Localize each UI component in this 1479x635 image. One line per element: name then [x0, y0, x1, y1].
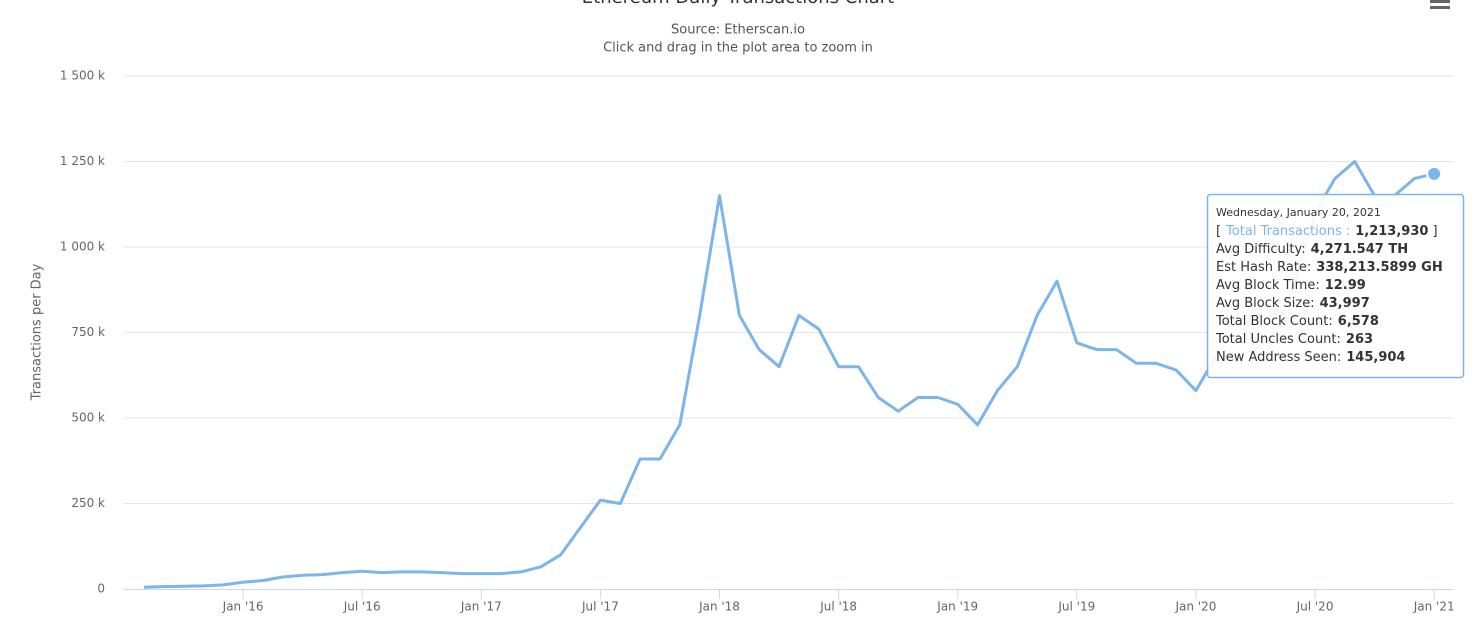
x-tick-label: Jan '16	[222, 600, 264, 614]
tooltip-row: Est Hash Rate: 338,213.5899 GH	[1216, 260, 1443, 275]
tooltip-row: New Address Seen: 145,904	[1216, 350, 1405, 365]
x-tick-label: Jan '17	[460, 600, 502, 614]
tooltip-value: 4,271.547 TH	[1311, 242, 1408, 257]
tooltip-row: Avg Block Size: 43,997	[1216, 296, 1370, 311]
y-tick-label: 1 500 k	[60, 69, 105, 83]
tooltip-value: 43,997	[1320, 296, 1370, 311]
chart-subtitle: Click and drag in the plot area to zoom …	[603, 41, 873, 56]
tooltip-box	[1206, 193, 1465, 379]
y-tick-label: 1 000 k	[60, 240, 105, 254]
tooltip-value: 263	[1346, 332, 1373, 347]
x-tick-label: Jul '17	[581, 600, 619, 614]
tooltip-value: 6,578	[1338, 314, 1379, 329]
chart-title: Ethereum Daily Transactions Chart	[582, 0, 894, 8]
tooltip-label: Total Block Count:	[1215, 314, 1333, 329]
tooltip: Wednesday, January 20, 2021 [ Total Transa…	[1206, 193, 1465, 379]
tooltip-value: 12.99	[1325, 278, 1366, 293]
tooltip-row: Total Block Count: 6,578	[1215, 314, 1379, 329]
tooltip-bracket: [	[1216, 224, 1221, 239]
hover-point	[1426, 165, 1443, 182]
x-tick-label: Jul '16	[343, 600, 381, 614]
x-tick-label: Jan '18	[698, 600, 740, 614]
tooltip-value: 1,213,930	[1355, 224, 1428, 239]
tooltip-label: Total Uncles Count:	[1215, 332, 1341, 347]
x-tick-label: Jan '20	[1174, 600, 1216, 614]
tooltip-label: Total Transactions :	[1225, 224, 1350, 239]
x-tick-label: Jul '19	[1057, 600, 1095, 614]
tooltip-value: 338,213.5899 GH	[1316, 260, 1442, 275]
y-axis-label: Transactions per Day	[30, 263, 45, 401]
tooltip-label: Avg Difficulty:	[1216, 242, 1306, 257]
x-tick-label: Jul '20	[1296, 600, 1334, 614]
tooltip-date: Wednesday, January 20, 2021	[1216, 206, 1381, 219]
menu-button[interactable]	[1430, 0, 1450, 9]
x-tick-label: Jan '21	[1413, 600, 1455, 614]
tooltip-row: Avg Block Time: 12.99	[1216, 278, 1366, 293]
tooltip-value: 145,904	[1346, 350, 1405, 365]
y-tick-label: 250 k	[71, 496, 105, 510]
y-tick-label: 0	[97, 582, 105, 596]
menu-bar	[1430, 6, 1450, 9]
menu-bar	[1430, 0, 1450, 3]
tooltip-label: Avg Block Time:	[1216, 278, 1320, 293]
y-tick-label: 750 k	[71, 325, 105, 339]
tooltip-row: Total Uncles Count: 263	[1215, 332, 1373, 347]
tooltip-label: Avg Block Size:	[1216, 296, 1315, 311]
tooltip-row: [ Total Transactions : 1,213,930]	[1216, 224, 1438, 239]
tooltip-label: New Address Seen:	[1216, 350, 1341, 365]
tooltip-row: Avg Difficulty: 4,271.547 TH	[1216, 242, 1408, 257]
chart-subtitle: Source: Etherscan.io	[671, 23, 805, 38]
tooltip-bracket: ]	[1432, 224, 1437, 239]
x-tick-label: Jan '19	[936, 600, 978, 614]
x-tick-label: Jul '18	[819, 600, 857, 614]
y-tick-label: 500 k	[71, 411, 105, 425]
y-tick-label: 1 250 k	[60, 154, 105, 168]
tooltip-label: Est Hash Rate:	[1216, 260, 1311, 275]
